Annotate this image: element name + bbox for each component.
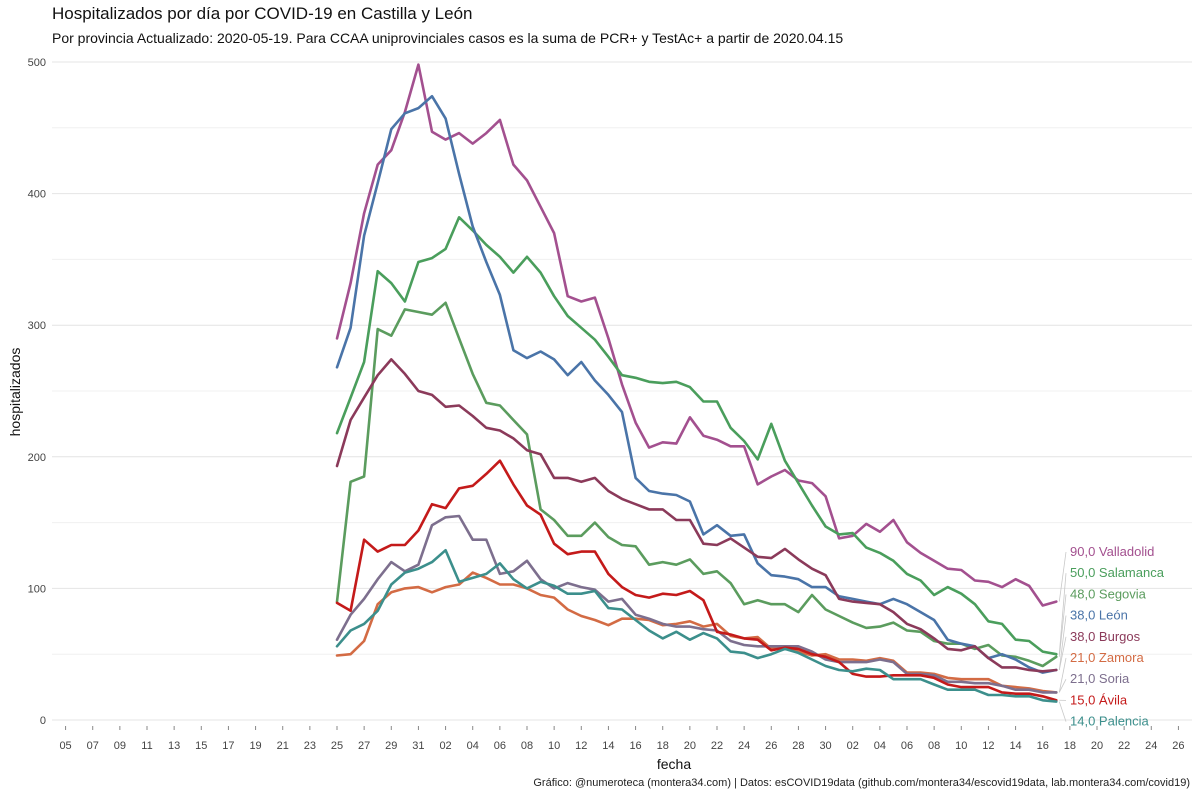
- end-label-palencia: 14,0 Palencia: [1070, 714, 1150, 729]
- y-tick-label: 0: [40, 715, 46, 727]
- x-tick-label: 04: [874, 740, 886, 752]
- y-tick-label: 500: [28, 57, 46, 69]
- x-tick-label: 22: [711, 740, 723, 752]
- x-tick-label: 04: [467, 740, 479, 752]
- series-line-ávila: [335, 459, 1058, 702]
- x-tick-label: 24: [738, 740, 750, 752]
- x-tick-label: 19: [249, 740, 261, 752]
- x-tick-label: 08: [928, 740, 940, 752]
- y-axis-title: hospitalizados: [7, 348, 23, 437]
- x-tick-label: 22: [1118, 740, 1130, 752]
- x-tick-label: 08: [521, 740, 533, 752]
- end-label-valladolid: 90,0 Valladolid: [1070, 544, 1154, 559]
- x-tick-label: 17: [222, 740, 234, 752]
- series-line-soria: [335, 514, 1058, 694]
- label-leader: [1058, 701, 1067, 722]
- label-leader: [1058, 594, 1067, 657]
- series-line-zamora: [335, 571, 1058, 694]
- x-tick-label: 11: [141, 740, 152, 752]
- label-leader: [1058, 573, 1067, 655]
- x-tick-label: 30: [819, 740, 831, 752]
- y-tick-label: 100: [28, 583, 46, 595]
- x-tick-label: 31: [412, 740, 424, 752]
- y-tick-label: 400: [28, 189, 46, 201]
- series-line-burgos: [335, 358, 1058, 673]
- end-label-salamanca: 50,0 Salamanca: [1070, 565, 1165, 580]
- x-axis-title: fecha: [657, 756, 691, 772]
- chart-title: Hospitalizados por día por COVID-19 en C…: [52, 4, 473, 23]
- label-leader: [1058, 551, 1067, 602]
- x-tick-label: 26: [1172, 740, 1184, 752]
- end-label-zamora: 21,0 Zamora: [1070, 650, 1144, 665]
- chart-caption: Gráfico: @numeroteca (montera34.com) | D…: [533, 777, 1190, 789]
- x-tick-label: 09: [114, 740, 126, 752]
- end-label-burgos: 38,0 Burgos: [1070, 629, 1141, 644]
- end-label-león: 38,0 León: [1070, 608, 1128, 623]
- end-label-segovia: 48,0 Segovia: [1070, 586, 1147, 601]
- x-tick-label: 28: [792, 740, 804, 752]
- x-tick-label: 15: [195, 740, 207, 752]
- x-tick-label: 10: [548, 740, 560, 752]
- x-tick-label: 12: [982, 740, 994, 752]
- x-tick-label: 24: [1145, 740, 1157, 752]
- x-tick-label: 13: [168, 740, 180, 752]
- x-tick-label: 18: [1064, 740, 1076, 752]
- x-tick-label: 21: [277, 740, 289, 752]
- x-tick-label: 02: [847, 740, 859, 752]
- label-leader: [1058, 615, 1067, 671]
- series-line-segovia: [335, 301, 1058, 668]
- series-line-valladolid: [335, 63, 1058, 607]
- y-tick-label: 300: [28, 320, 46, 332]
- x-tick-label: 14: [1009, 740, 1021, 752]
- series-line-salamanca: [335, 216, 1058, 656]
- x-tick-label: 20: [684, 740, 696, 752]
- x-tick-label: 06: [901, 740, 913, 752]
- x-tick-label: 07: [87, 740, 99, 752]
- end-label-ávila: 15,0 Ávila: [1070, 692, 1128, 707]
- x-tick-label: 27: [358, 740, 370, 752]
- x-tick-label: 10: [955, 740, 967, 752]
- x-tick-label: 25: [331, 740, 343, 752]
- x-tick-label: 18: [657, 740, 669, 752]
- x-tick-label: 20: [1091, 740, 1103, 752]
- label-leader: [1058, 636, 1067, 671]
- x-tick-label: 16: [629, 740, 641, 752]
- chart-subtitle: Por provincia Actualizado: 2020-05-19. P…: [52, 30, 844, 46]
- x-tick-label: 06: [494, 740, 506, 752]
- x-tick-label: 23: [304, 740, 316, 752]
- x-tick-label: 29: [385, 740, 397, 752]
- series-line-palencia: [335, 548, 1058, 703]
- series-line-león: [335, 94, 1058, 674]
- x-tick-label: 02: [439, 740, 451, 752]
- label-leader: [1058, 657, 1067, 693]
- label-leader: [1058, 679, 1067, 693]
- x-tick-label: 05: [59, 740, 71, 752]
- x-tick-label: 16: [1037, 740, 1049, 752]
- x-tick-label: 12: [575, 740, 587, 752]
- x-tick-label: 14: [602, 740, 614, 752]
- y-tick-label: 200: [28, 452, 46, 464]
- x-tick-label: 26: [765, 740, 777, 752]
- end-label-soria: 21,0 Soria: [1070, 671, 1130, 686]
